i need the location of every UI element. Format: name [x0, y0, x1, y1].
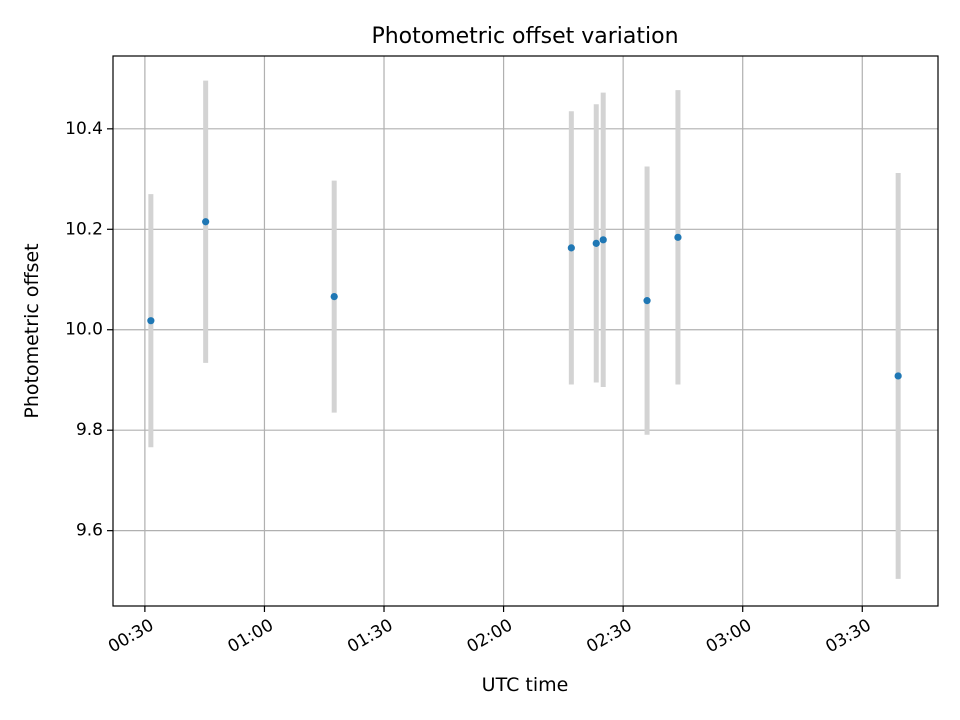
y-tick-label: 9.6	[76, 521, 103, 541]
data-point	[567, 244, 575, 252]
data-point	[202, 218, 210, 226]
x-axis-label: UTC time	[482, 674, 569, 696]
data-point	[599, 236, 607, 244]
grid-lines	[113, 56, 938, 606]
data-point	[592, 239, 600, 247]
data-point	[674, 233, 682, 241]
chart-title: Photometric offset variation	[371, 24, 678, 49]
y-tick-label: 10.2	[65, 219, 103, 239]
data-points	[147, 218, 902, 380]
y-tick-label: 10.4	[65, 119, 103, 139]
data-point	[643, 297, 651, 305]
data-point	[330, 292, 338, 301]
data-point	[894, 372, 902, 380]
y-tick-label: 10.0	[65, 320, 103, 340]
y-axis-label: Photometric offset	[21, 243, 43, 418]
y-tick-label: 9.8	[76, 420, 103, 440]
plot-area	[113, 56, 938, 606]
data-point	[147, 317, 155, 325]
plot-frame	[112, 55, 939, 607]
